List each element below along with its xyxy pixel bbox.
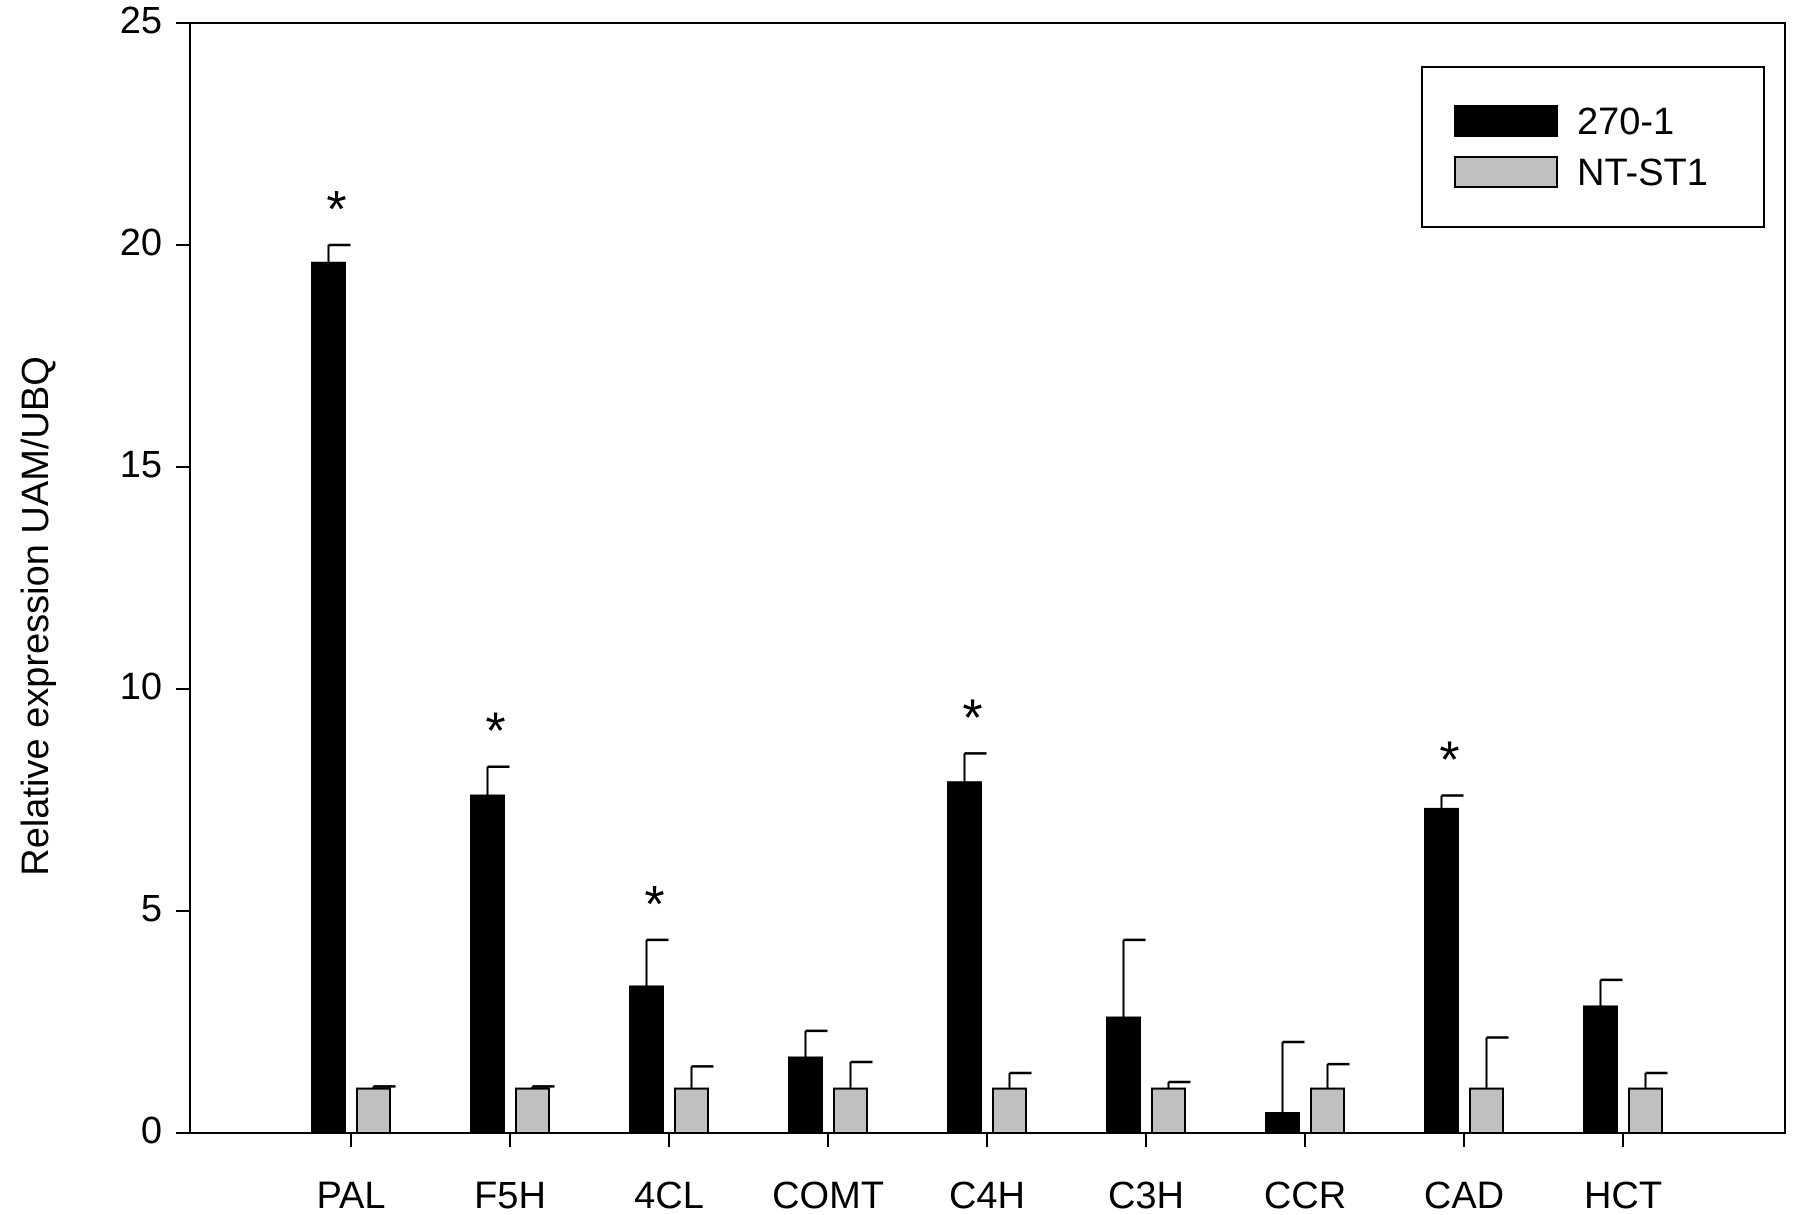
x-axis: PAL F5H 4CL COMT C4H C3H CCR CAD HCT xyxy=(316,1133,1662,1215)
bar-nt-st1-comt xyxy=(833,1087,868,1134)
bar-270-1-c4h xyxy=(947,781,982,1134)
legend: 270-1 NT-ST1 xyxy=(1421,66,1765,228)
bar-270-1-ccr xyxy=(1265,1112,1300,1135)
y-tick-label: 10 xyxy=(120,666,162,708)
bar-270-1-pal xyxy=(311,261,346,1134)
x-tick-label: 4CL xyxy=(634,1175,704,1215)
x-tick-label: CCR xyxy=(1264,1175,1346,1215)
y-tick-label: 20 xyxy=(120,222,162,264)
x-tick-label: F5H xyxy=(474,1175,546,1215)
x-tick-label: PAL xyxy=(316,1175,385,1215)
bar-nt-st1-c4h xyxy=(992,1087,1027,1134)
bar-nt-st1-f5h xyxy=(515,1087,550,1134)
x-tick-label: HCT xyxy=(1584,1175,1662,1215)
x-tick-label: C3H xyxy=(1108,1175,1184,1215)
bar-nt-st1-hct xyxy=(1628,1087,1663,1134)
legend-swatch-nt-st1 xyxy=(1454,156,1558,188)
bars xyxy=(311,243,1668,1135)
significance-star: * xyxy=(644,876,664,934)
bar-270-1-f5h xyxy=(470,794,505,1134)
bar-nt-st1-cad xyxy=(1469,1087,1504,1134)
legend-swatch-270-1 xyxy=(1454,105,1558,137)
y-axis: 0 5 10 15 20 25 xyxy=(120,0,190,1152)
significance-markers: * * * * * xyxy=(326,181,1459,934)
bar-nt-st1-c3h xyxy=(1151,1087,1186,1134)
legend-box xyxy=(1421,66,1765,228)
significance-star: * xyxy=(485,703,505,761)
bar-270-1-comt xyxy=(788,1056,823,1135)
bar-270-1-cad xyxy=(1424,807,1459,1134)
x-tick-label: C4H xyxy=(949,1175,1025,1215)
bar-270-1-c3h xyxy=(1106,1016,1141,1134)
significance-star: * xyxy=(326,181,346,239)
bar-nt-st1-ccr xyxy=(1310,1087,1345,1134)
bar-270-1-hct xyxy=(1583,1005,1618,1135)
y-tick-label: 5 xyxy=(141,888,162,930)
y-axis-label: Relative expression UAM/UBQ xyxy=(15,356,57,876)
significance-star: * xyxy=(1439,732,1459,790)
x-tick-label: COMT xyxy=(772,1175,884,1215)
y-tick-label: 15 xyxy=(120,444,162,486)
x-tick-label: CAD xyxy=(1424,1175,1504,1215)
y-tick-label: 0 xyxy=(141,1110,162,1152)
bar-270-1-4cl xyxy=(629,985,664,1134)
legend-label-nt-st1: NT-ST1 xyxy=(1577,152,1708,194)
bar-nt-st1-4cl xyxy=(674,1087,709,1134)
significance-star: * xyxy=(962,689,982,747)
legend-label-270-1: 270-1 xyxy=(1577,101,1674,143)
bar-nt-st1-pal xyxy=(356,1087,391,1134)
y-tick-label: 25 xyxy=(120,0,162,42)
